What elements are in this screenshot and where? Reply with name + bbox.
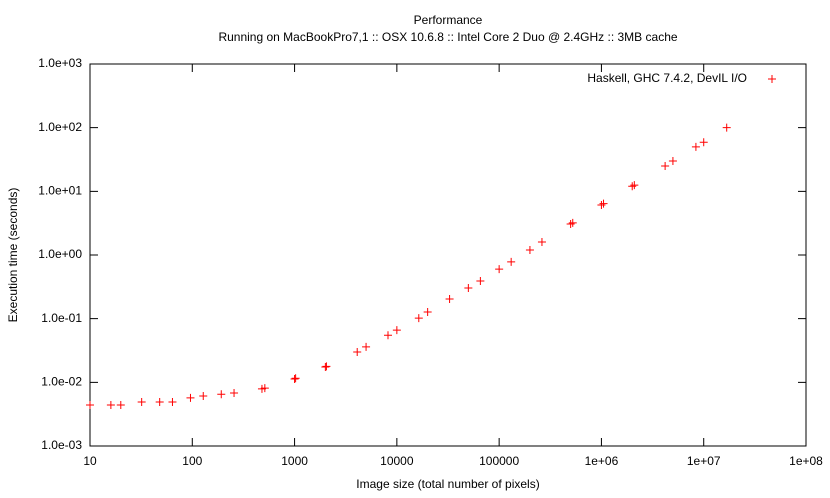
- point: [630, 181, 639, 190]
- y-tick-label: 1.0e-03: [41, 438, 82, 452]
- point: [155, 398, 164, 407]
- point: [392, 326, 401, 335]
- point: [321, 363, 330, 372]
- point: [661, 161, 670, 170]
- point: [116, 401, 125, 410]
- y-tick-label: 1.0e+02: [38, 120, 82, 134]
- x-tick-label: 100: [182, 454, 202, 468]
- y-tick-label: 1.0e-02: [41, 375, 82, 389]
- point: [599, 199, 608, 208]
- chart-title: Performance: [414, 13, 483, 27]
- x-axis-label: Image size (total number of pixels): [356, 477, 539, 491]
- point: [568, 218, 577, 227]
- point: [423, 308, 432, 317]
- x-tick-label: 100000: [479, 454, 519, 468]
- point: [668, 156, 677, 165]
- point: [168, 398, 177, 407]
- point: [525, 245, 534, 254]
- x-tick-label: 1e+06: [585, 454, 619, 468]
- y-axis-label: Execution time (seconds): [6, 188, 20, 323]
- point: [414, 314, 423, 323]
- y-tick-label: 1.0e+03: [38, 56, 82, 70]
- point: [691, 142, 700, 151]
- point: [230, 388, 239, 397]
- point: [322, 362, 331, 371]
- point: [476, 277, 485, 286]
- x-tick-label: 10000: [380, 454, 414, 468]
- legend-label: Haskell, GHC 7.4.2, DevIL I/O: [587, 71, 747, 85]
- x-tick-label: 10: [83, 454, 97, 468]
- point: [566, 219, 575, 228]
- point: [186, 393, 195, 402]
- point: [137, 398, 146, 407]
- point: [291, 374, 300, 383]
- point: [464, 284, 473, 293]
- point: [597, 201, 606, 210]
- point: [699, 138, 708, 147]
- point: [353, 347, 362, 356]
- y-tick-label: 1.0e-01: [41, 311, 82, 325]
- legend-marker: [768, 75, 776, 83]
- y-tick-label: 1.0e+01: [38, 184, 82, 198]
- point: [362, 342, 371, 351]
- point: [507, 257, 516, 266]
- chart-subtitle: Running on MacBookPro7,1 :: OSX 10.6.8 :…: [218, 30, 677, 44]
- point: [537, 238, 546, 247]
- point: [260, 384, 269, 393]
- x-tick-label: 1e+08: [789, 454, 823, 468]
- point: [290, 374, 299, 383]
- point: [217, 390, 226, 399]
- point: [628, 182, 637, 191]
- x-tick-label: 1000: [281, 454, 308, 468]
- point: [199, 392, 208, 401]
- point: [722, 123, 731, 132]
- point: [445, 294, 454, 303]
- point: [383, 331, 392, 340]
- y-tick-label: 1.0e+00: [38, 247, 82, 261]
- x-tick-label: 1e+07: [687, 454, 721, 468]
- point: [86, 401, 94, 410]
- point: [106, 401, 115, 410]
- point: [495, 265, 504, 274]
